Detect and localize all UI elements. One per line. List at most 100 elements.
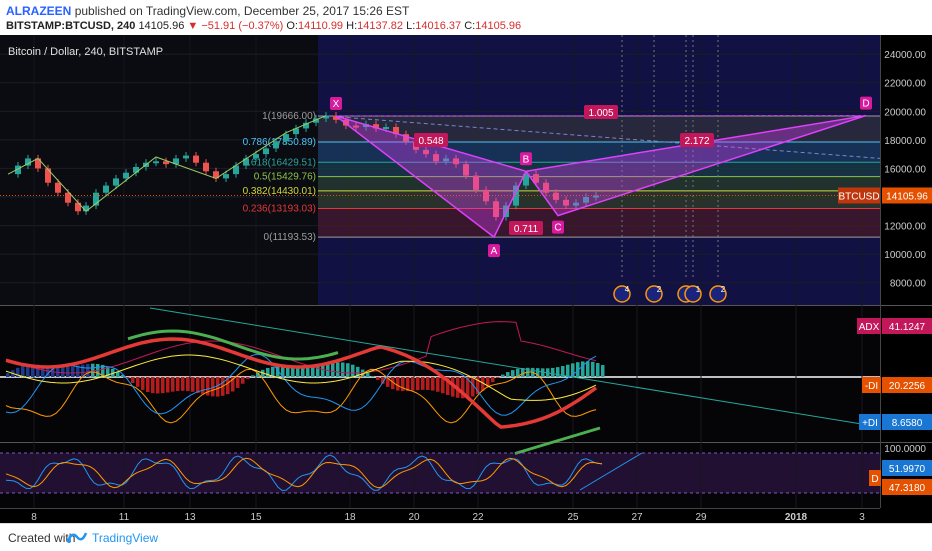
adx-histogram-bar xyxy=(371,376,375,377)
adx-histogram-bar xyxy=(556,367,560,377)
time-tick-label: 27 xyxy=(631,512,643,523)
adx-histogram-bar xyxy=(131,377,135,383)
time-tick-label: 11 xyxy=(119,512,130,523)
adx-histogram-bar xyxy=(331,363,335,377)
adx-histogram-bar xyxy=(346,363,350,377)
open-label: O: xyxy=(286,20,298,32)
time-tick-label: 3 xyxy=(859,512,865,523)
author-link[interactable]: ALRAZEEN xyxy=(6,4,71,18)
tradingview-logo-icon xyxy=(66,529,88,545)
price-tick-label: 8000.00 xyxy=(890,279,927,290)
time-tick-label: 13 xyxy=(184,512,196,523)
time-tick-label: 20 xyxy=(408,512,420,523)
tradingview-brand[interactable]: TradingView xyxy=(92,531,158,545)
price-tick-label: 20000.00 xyxy=(884,107,926,118)
price-tick-label: 16000.00 xyxy=(884,164,926,175)
adx-histogram-bar xyxy=(176,377,180,391)
stoch-band xyxy=(0,453,880,493)
adx-histogram-bar xyxy=(566,365,570,377)
time-tick-label: 15 xyxy=(250,512,262,523)
adx-histogram-bar xyxy=(411,377,415,391)
price-tick-label: 18000.00 xyxy=(884,136,926,147)
adx-histogram-bar xyxy=(136,377,140,387)
low-label: L: xyxy=(406,20,415,32)
adx-histogram-bar xyxy=(241,377,245,384)
adx-histogram-bar xyxy=(171,377,175,392)
candle-body xyxy=(223,174,229,178)
down-arrow-icon: ▼ xyxy=(187,20,198,32)
symbol-tag: BTCUSD xyxy=(838,191,879,202)
high-label: H: xyxy=(346,20,357,32)
fib-level-label: 0.786(17850.89) xyxy=(243,137,316,148)
adx-histogram-bar xyxy=(601,365,605,377)
fib-level-label: 1(19666.00) xyxy=(262,111,316,122)
time-tick-label: 29 xyxy=(695,512,707,523)
adx-histogram-bar xyxy=(181,377,185,391)
adx-histogram-bar xyxy=(301,367,305,377)
candle-body xyxy=(203,163,209,172)
pattern-point-label: B xyxy=(523,154,530,165)
ratio-label: 0.548 xyxy=(418,136,443,147)
fib-level-label: 0(11193.53) xyxy=(264,232,316,243)
candle-body xyxy=(253,154,259,158)
adx-histogram-bar xyxy=(401,377,405,391)
adx-histogram-bar xyxy=(166,377,170,392)
candle-body xyxy=(383,127,389,129)
publish-line: ALRAZEEN published on TradingView.com, D… xyxy=(6,4,409,18)
chart-svg[interactable]: 1(19666.00)0.786(17850.89)0.618(16429.51… xyxy=(0,35,932,523)
high-value: 14137.82 xyxy=(357,20,403,32)
adx-tag-value: 41.1247 xyxy=(889,322,926,333)
adx-histogram-bar xyxy=(66,367,70,377)
adx-histogram-bar xyxy=(236,377,240,388)
adx-histogram-bar xyxy=(141,377,145,390)
adx-histogram-bar xyxy=(436,377,440,392)
pattern-point-label: C xyxy=(554,223,561,234)
candle-body xyxy=(263,148,269,154)
event-count: 1 xyxy=(696,285,701,294)
adx-tag-label: ADX xyxy=(859,322,880,333)
adx-histogram-bar xyxy=(246,377,250,379)
adx-histogram-bar xyxy=(511,370,515,377)
ratio-label: 0.711 xyxy=(514,224,539,235)
event-count: 2 xyxy=(721,285,726,294)
adx-histogram-bar xyxy=(586,361,590,377)
adx-histogram-bar xyxy=(196,377,200,393)
top-bar: ALRAZEEN published on TradingView.com, D… xyxy=(0,0,932,34)
adx-histogram-bar xyxy=(421,377,425,390)
adx-histogram-bar xyxy=(191,377,195,392)
adx-histogram-bar xyxy=(431,377,435,391)
adx-histogram-bar xyxy=(501,375,505,377)
adx-histogram-bar xyxy=(351,365,355,377)
adx-histogram-bar xyxy=(341,362,345,377)
minus-di-tag-value: 20.2256 xyxy=(889,381,926,392)
close-label: C: xyxy=(464,20,475,32)
adx-histogram-bar xyxy=(416,377,420,390)
published-text: published on TradingView.com, December 2… xyxy=(75,4,410,18)
stoch-d-tag-label: D xyxy=(871,474,878,485)
adx-histogram-bar xyxy=(6,373,10,377)
candle-body xyxy=(183,156,189,159)
adx-histogram-bar xyxy=(146,377,150,392)
adx-histogram-bar xyxy=(376,377,380,380)
adx-histogram-bar xyxy=(596,363,600,377)
minus-di-tag-label: -DI xyxy=(865,381,878,392)
adx-histogram-bar xyxy=(156,377,160,393)
plus-di-tag-value: 8.6580 xyxy=(892,418,923,429)
candle-body xyxy=(45,168,51,182)
adx-histogram-bar xyxy=(86,364,90,377)
adx-histogram-bar xyxy=(366,373,370,377)
candle-body xyxy=(153,161,159,163)
adx-histogram-bar xyxy=(506,372,510,377)
quote-line: BITSTAMP:BTCUSD, 240 14105.96 ▼ −51.91 (… xyxy=(6,20,521,32)
adx-histogram-bar xyxy=(151,377,155,393)
pattern-point-label: D xyxy=(862,99,869,110)
adx-histogram-bar xyxy=(426,377,430,390)
chart-area[interactable]: 1(19666.00)0.786(17850.89)0.618(16429.51… xyxy=(0,35,932,523)
stoch-d-tag: 47.3180 xyxy=(889,483,926,494)
pattern-point-label: X xyxy=(333,99,340,110)
adx-histogram-bar xyxy=(336,362,340,377)
stoch-axis-label: 100.0000 xyxy=(884,444,926,455)
candle-body xyxy=(193,156,199,163)
candle-body xyxy=(283,134,289,141)
price-tick-label: 24000.00 xyxy=(884,50,926,61)
